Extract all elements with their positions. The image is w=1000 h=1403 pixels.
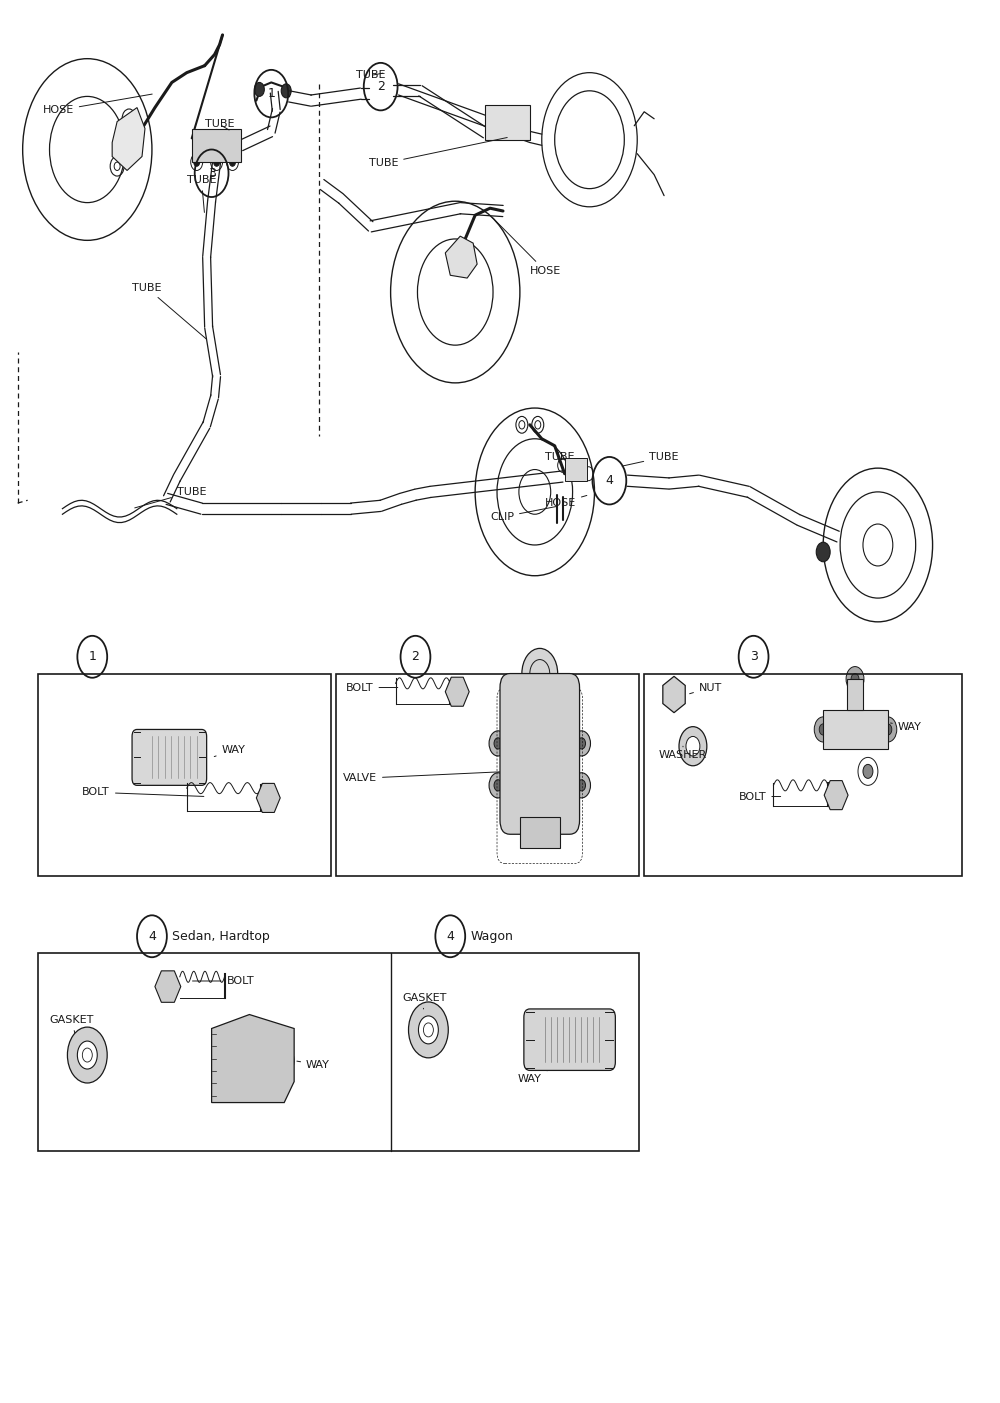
Text: TUBE: TUBE <box>205 119 234 130</box>
Text: 4: 4 <box>605 474 613 487</box>
Polygon shape <box>824 780 848 810</box>
Text: HOSE: HOSE <box>43 94 152 115</box>
Text: GASKET: GASKET <box>50 1016 94 1033</box>
Circle shape <box>243 1045 255 1062</box>
Circle shape <box>274 1047 294 1075</box>
Circle shape <box>555 1033 565 1047</box>
Circle shape <box>851 673 859 685</box>
Bar <box>38 673 331 877</box>
Circle shape <box>879 717 897 742</box>
Circle shape <box>194 159 200 167</box>
Text: VALVE: VALVE <box>343 772 507 783</box>
Circle shape <box>149 744 169 772</box>
Circle shape <box>578 780 586 791</box>
Text: GASKET: GASKET <box>403 993 447 1009</box>
FancyBboxPatch shape <box>524 1009 615 1070</box>
Circle shape <box>180 751 190 765</box>
Circle shape <box>816 542 830 561</box>
Polygon shape <box>445 678 469 706</box>
Bar <box>565 459 587 481</box>
Circle shape <box>579 1024 600 1055</box>
Circle shape <box>418 1016 438 1044</box>
Text: HOSE: HOSE <box>492 217 561 276</box>
Bar <box>485 105 530 140</box>
Polygon shape <box>445 236 477 278</box>
Circle shape <box>77 1041 97 1069</box>
Polygon shape <box>212 1014 294 1103</box>
Circle shape <box>281 84 291 98</box>
Circle shape <box>863 765 873 779</box>
Bar <box>336 673 639 877</box>
Circle shape <box>522 648 558 699</box>
Polygon shape <box>256 783 280 812</box>
Text: BOLT: BOLT <box>82 787 204 797</box>
Circle shape <box>236 1035 262 1072</box>
Text: WASHER: WASHER <box>659 746 707 759</box>
Text: 2: 2 <box>412 650 419 664</box>
Text: Wagon: Wagon <box>470 930 513 943</box>
Text: 3: 3 <box>208 167 216 180</box>
Circle shape <box>667 685 681 704</box>
Text: WAY: WAY <box>518 1066 557 1083</box>
Text: CLIP: CLIP <box>490 506 557 522</box>
Bar <box>644 673 962 877</box>
Bar <box>823 710 888 749</box>
Circle shape <box>884 724 892 735</box>
Text: TUBE: TUBE <box>545 452 580 467</box>
Text: 4: 4 <box>148 930 156 943</box>
Circle shape <box>230 159 235 167</box>
Text: BOLT: BOLT <box>193 976 254 986</box>
Text: BOLT: BOLT <box>346 682 398 693</box>
Circle shape <box>814 717 832 742</box>
Text: WAY: WAY <box>214 745 245 756</box>
FancyBboxPatch shape <box>132 730 207 786</box>
Circle shape <box>67 1027 107 1083</box>
Text: TUBE: TUBE <box>356 70 385 80</box>
Circle shape <box>494 738 502 749</box>
Circle shape <box>819 724 827 735</box>
Bar <box>847 679 863 710</box>
Circle shape <box>573 773 590 798</box>
Text: 1: 1 <box>267 87 275 100</box>
Bar <box>38 953 639 1152</box>
Circle shape <box>175 744 195 772</box>
Text: TUBE: TUBE <box>622 452 679 466</box>
Circle shape <box>254 83 264 97</box>
Bar <box>192 129 241 163</box>
Bar <box>520 818 560 849</box>
Text: TUBE: TUBE <box>369 137 507 168</box>
Circle shape <box>578 738 586 749</box>
Circle shape <box>489 773 507 798</box>
Circle shape <box>679 727 707 766</box>
Text: TUBE: TUBE <box>135 487 206 508</box>
Text: HOSE: HOSE <box>545 495 587 508</box>
Polygon shape <box>663 676 685 713</box>
Circle shape <box>494 780 502 791</box>
Polygon shape <box>112 108 145 171</box>
Circle shape <box>686 737 700 756</box>
Circle shape <box>154 751 164 765</box>
Circle shape <box>585 1033 594 1047</box>
Circle shape <box>409 1002 448 1058</box>
Text: 2: 2 <box>377 80 385 93</box>
Circle shape <box>214 159 220 167</box>
Text: Sedan, Hardtop: Sedan, Hardtop <box>172 930 270 943</box>
Circle shape <box>846 666 864 692</box>
Text: NUT: NUT <box>690 682 722 693</box>
Text: 4: 4 <box>446 930 454 943</box>
Text: WAY: WAY <box>891 721 922 731</box>
Text: 3: 3 <box>750 650 758 664</box>
FancyBboxPatch shape <box>500 673 580 835</box>
Circle shape <box>489 731 507 756</box>
Text: TUBE: TUBE <box>187 175 216 212</box>
Polygon shape <box>155 971 181 1002</box>
Text: TUBE: TUBE <box>132 283 207 340</box>
Text: 1: 1 <box>88 650 96 664</box>
Text: WAY: WAY <box>297 1059 330 1070</box>
Text: BOLT: BOLT <box>739 791 781 801</box>
Circle shape <box>549 1024 571 1055</box>
Circle shape <box>573 731 590 756</box>
